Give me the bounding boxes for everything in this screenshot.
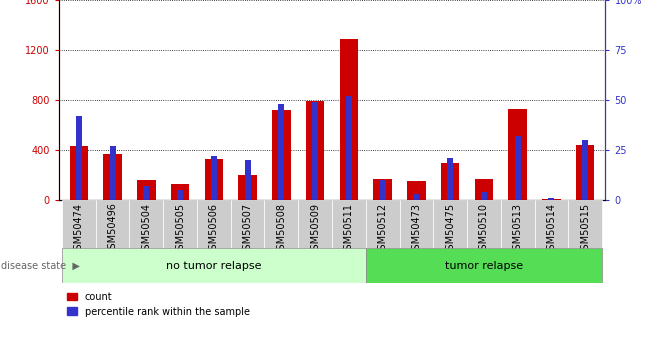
Text: GSM50504: GSM50504 bbox=[141, 203, 151, 256]
Bar bbox=[204, 159, 223, 200]
Text: no tumor relapse: no tumor relapse bbox=[166, 261, 262, 270]
Bar bbox=[346, 96, 352, 200]
Text: tumor relapse: tumor relapse bbox=[445, 261, 523, 270]
Bar bbox=[447, 158, 453, 200]
Bar bbox=[197, 200, 230, 248]
Bar bbox=[534, 200, 568, 248]
Text: GSM50475: GSM50475 bbox=[445, 203, 455, 256]
Bar bbox=[407, 181, 426, 200]
Bar bbox=[413, 194, 419, 200]
Bar bbox=[576, 145, 594, 200]
Legend: count, percentile rank within the sample: count, percentile rank within the sample bbox=[63, 288, 254, 321]
Bar bbox=[515, 136, 521, 200]
Text: GSM50505: GSM50505 bbox=[175, 203, 185, 256]
Bar bbox=[70, 146, 88, 200]
Bar bbox=[143, 186, 149, 200]
Bar bbox=[340, 39, 358, 200]
Bar bbox=[264, 200, 298, 248]
Bar bbox=[332, 200, 366, 248]
Bar bbox=[109, 146, 116, 200]
Bar bbox=[306, 101, 324, 200]
Text: GSM50514: GSM50514 bbox=[546, 203, 557, 256]
Text: GSM50508: GSM50508 bbox=[277, 203, 286, 256]
Bar bbox=[467, 200, 501, 248]
Bar bbox=[238, 175, 257, 200]
Bar bbox=[434, 200, 467, 248]
Bar bbox=[230, 200, 264, 248]
Bar bbox=[279, 104, 284, 200]
Bar bbox=[374, 179, 392, 200]
Text: GSM50473: GSM50473 bbox=[411, 203, 421, 256]
Bar bbox=[366, 248, 602, 283]
Text: GSM50474: GSM50474 bbox=[74, 203, 84, 256]
Bar bbox=[441, 162, 460, 200]
Bar bbox=[62, 200, 96, 248]
Text: GSM50513: GSM50513 bbox=[513, 203, 523, 256]
Bar bbox=[76, 116, 82, 200]
Bar bbox=[137, 180, 156, 200]
Bar bbox=[508, 109, 527, 200]
Bar bbox=[211, 156, 217, 200]
Bar bbox=[380, 180, 385, 200]
Bar bbox=[177, 190, 183, 200]
Text: GSM50510: GSM50510 bbox=[479, 203, 489, 256]
Bar bbox=[366, 200, 400, 248]
Bar bbox=[245, 160, 251, 200]
Bar bbox=[96, 200, 130, 248]
Bar bbox=[548, 198, 555, 200]
Bar bbox=[542, 199, 561, 200]
Bar bbox=[163, 200, 197, 248]
Text: GSM50507: GSM50507 bbox=[243, 203, 253, 256]
Bar bbox=[104, 154, 122, 200]
Bar bbox=[312, 102, 318, 200]
Bar bbox=[501, 200, 534, 248]
Text: GSM50512: GSM50512 bbox=[378, 203, 387, 256]
Text: disease state  ▶: disease state ▶ bbox=[1, 261, 79, 270]
Text: GSM50515: GSM50515 bbox=[580, 203, 590, 256]
Bar bbox=[130, 200, 163, 248]
Text: GSM50511: GSM50511 bbox=[344, 203, 354, 256]
Text: GSM50509: GSM50509 bbox=[310, 203, 320, 256]
Bar bbox=[298, 200, 332, 248]
Bar bbox=[582, 140, 589, 200]
Bar bbox=[400, 200, 434, 248]
Bar bbox=[171, 184, 189, 200]
Bar bbox=[568, 200, 602, 248]
Bar bbox=[481, 192, 487, 200]
Text: GSM50506: GSM50506 bbox=[209, 203, 219, 256]
Bar bbox=[475, 179, 493, 200]
Bar bbox=[62, 248, 366, 283]
Text: GSM50496: GSM50496 bbox=[107, 203, 118, 255]
Bar bbox=[272, 110, 290, 200]
